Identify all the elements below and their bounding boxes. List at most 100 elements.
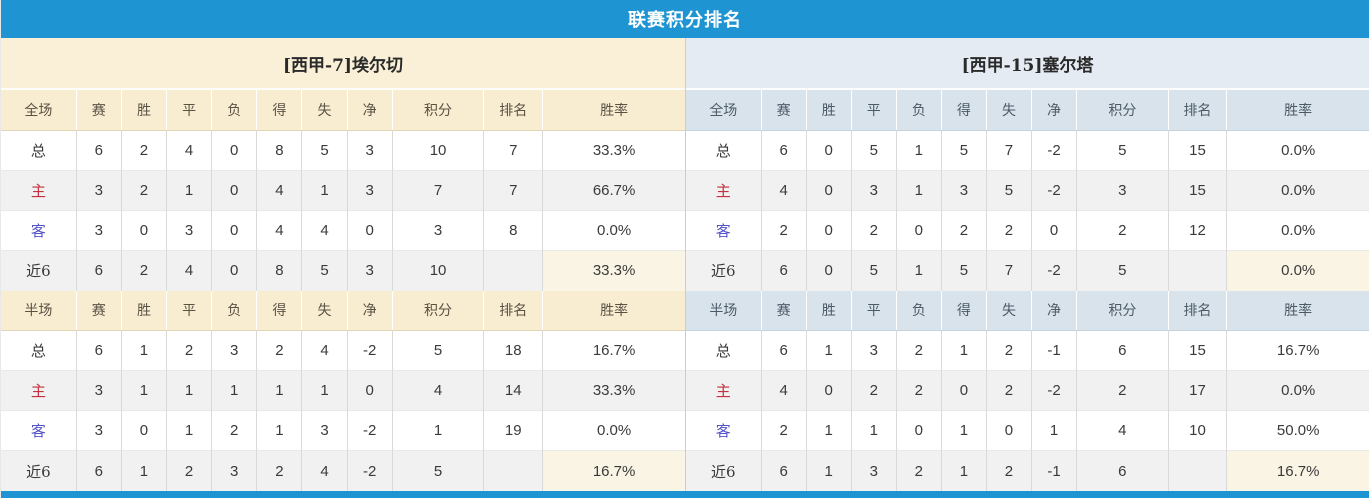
stat-cell: 5 bbox=[301, 129, 348, 171]
win-rate-cell: 16.7% bbox=[1226, 330, 1369, 371]
stats-row-recent: 近6 6 2 4 0 8 5 3 10 33.3% bbox=[1, 249, 685, 291]
stat-column-header: 胜率 bbox=[542, 290, 685, 332]
stat-cell: -2 bbox=[1030, 169, 1077, 211]
row-label: 总 bbox=[686, 129, 762, 171]
stats-row-home: 主 3 1 1 1 1 1 0 4 14 33.3% bbox=[1, 370, 685, 411]
stat-cell: 7 bbox=[985, 129, 1032, 171]
stat-cell: 3 bbox=[940, 169, 987, 211]
stat-cell: 6 bbox=[75, 330, 122, 371]
stat-cell: 4 bbox=[256, 169, 302, 211]
stat-column-header: 积分 bbox=[1076, 90, 1169, 131]
stat-column-header: 净 bbox=[346, 290, 393, 332]
stats-row-total: 总 6 1 3 2 1 2 -1 6 15 16.7% bbox=[686, 330, 1369, 371]
points-cell: 1 bbox=[391, 410, 484, 451]
stat-cell: 4 bbox=[760, 370, 807, 411]
win-rate-cell: 0.0% bbox=[1226, 129, 1369, 171]
rank-cell bbox=[483, 249, 543, 291]
stat-cell: 2 bbox=[850, 370, 897, 411]
stat-cell: 2 bbox=[166, 450, 212, 491]
scope-column-header: 全场 bbox=[1, 90, 77, 131]
row-label: 主 bbox=[1, 370, 77, 411]
row-label: 总 bbox=[686, 330, 762, 371]
scope-column-header: 全场 bbox=[686, 90, 762, 131]
stat-cell: 3 bbox=[75, 209, 122, 251]
stat-cell: 4 bbox=[166, 129, 212, 171]
stat-cell: 0 bbox=[211, 249, 257, 291]
points-cell: 3 bbox=[391, 209, 484, 251]
stats-table-home: 全场赛胜平负得失净积分 排名 胜率总 6 2 4 0 8 5 3 10 7 33.3% 主 3 2 1 0 4 1 3 7… bbox=[1, 90, 685, 491]
stat-cell: 3 bbox=[166, 209, 212, 251]
stat-column-header: 净 bbox=[1030, 90, 1077, 131]
stat-cell: 1 bbox=[940, 330, 987, 371]
section-header-row: 半场赛胜平负得失净积分 排名 胜率 bbox=[1, 290, 685, 332]
stat-cell: 2 bbox=[850, 209, 897, 251]
stat-cell: 2 bbox=[895, 370, 942, 411]
stat-cell: 4 bbox=[760, 169, 807, 211]
stat-cell: -2 bbox=[346, 330, 393, 371]
stats-row-home: 主 3 2 1 0 4 1 3 7 7 66.7% bbox=[1, 169, 685, 211]
row-label: 近6 bbox=[686, 450, 762, 491]
stat-column-header: 净 bbox=[346, 90, 393, 131]
stat-cell: 2 bbox=[895, 330, 942, 371]
row-label: 近6 bbox=[686, 249, 762, 291]
stat-cell: 2 bbox=[940, 209, 987, 251]
stat-column-header: 排名 bbox=[483, 290, 543, 332]
row-label: 总 bbox=[1, 330, 77, 371]
stat-cell: 1 bbox=[120, 370, 167, 411]
stat-cell: 3 bbox=[301, 410, 348, 451]
stat-cell: 0 bbox=[346, 370, 393, 411]
stat-cell: 0 bbox=[346, 209, 393, 251]
stat-column-header: 赛 bbox=[760, 290, 807, 332]
stats-table-away: 全场赛胜平负得失净积分 排名 胜率总 6 0 5 1 5 7 -2 5 15 0.0% 主 4 0 3 1 3 5 -2… bbox=[686, 90, 1369, 491]
stat-cell: 1 bbox=[805, 410, 852, 451]
row-label: 客 bbox=[1, 209, 77, 251]
rank-cell: 17 bbox=[1167, 370, 1227, 411]
team-name-away: [西甲-15]塞尔塔 bbox=[961, 55, 1094, 76]
stats-row-total: 总 6 0 5 1 5 7 -2 5 15 0.0% bbox=[686, 129, 1369, 171]
stat-cell: 6 bbox=[760, 450, 807, 491]
stat-column-header: 胜率 bbox=[1226, 290, 1369, 332]
stat-column-header: 平 bbox=[850, 290, 897, 332]
stat-cell: 1 bbox=[301, 169, 348, 211]
stat-cell: 1 bbox=[940, 410, 987, 451]
stat-cell: 4 bbox=[166, 249, 212, 291]
stat-cell: 1 bbox=[940, 450, 987, 491]
stats-row-away: 客 3 0 1 2 1 3 -2 1 19 0.0% bbox=[1, 410, 685, 451]
rank-cell: 8 bbox=[483, 209, 543, 251]
points-cell: 4 bbox=[391, 370, 484, 411]
stat-column-header: 排名 bbox=[483, 90, 543, 131]
stat-cell: -2 bbox=[346, 410, 393, 451]
stat-cell: 2 bbox=[120, 169, 167, 211]
rank-cell: 19 bbox=[483, 410, 543, 451]
title-bar: 联赛积分排名 bbox=[1, 0, 1369, 38]
stats-row-recent: 近6 6 0 5 1 5 7 -2 5 0.0% bbox=[686, 249, 1369, 291]
page-title: 联赛积分排名 bbox=[628, 10, 742, 30]
win-rate-cell: 66.7% bbox=[542, 169, 685, 211]
stat-column-header: 平 bbox=[166, 90, 212, 131]
bottom-accent-bar bbox=[1, 491, 1369, 498]
rank-cell: 15 bbox=[1167, 129, 1227, 171]
stat-column-header: 负 bbox=[895, 90, 942, 131]
rank-cell bbox=[1167, 249, 1227, 291]
win-rate-cell: 0.0% bbox=[1226, 370, 1369, 411]
row-label: 客 bbox=[686, 209, 762, 251]
stat-cell: 0 bbox=[120, 209, 167, 251]
scope-column-header: 半场 bbox=[1, 290, 77, 332]
points-cell: 5 bbox=[391, 450, 484, 491]
section-header-row: 全场赛胜平负得失净积分 排名 胜率 bbox=[1, 90, 685, 131]
points-cell: 5 bbox=[1076, 129, 1169, 171]
stat-column-header: 赛 bbox=[75, 290, 122, 332]
stat-column-header: 失 bbox=[301, 90, 348, 131]
stat-cell: 3 bbox=[211, 450, 257, 491]
stats-row-away: 客 3 0 3 0 4 4 0 3 8 0.0% bbox=[1, 209, 685, 251]
rank-cell: 10 bbox=[1167, 410, 1227, 451]
stats-row-away: 客 2 0 2 0 2 2 0 2 12 0.0% bbox=[686, 209, 1369, 251]
stat-column-header: 胜 bbox=[120, 290, 167, 332]
stat-cell: 5 bbox=[301, 249, 348, 291]
stat-column-header: 积分 bbox=[1076, 290, 1169, 332]
stat-cell: 5 bbox=[940, 249, 987, 291]
stat-cell: 0 bbox=[940, 370, 987, 411]
stat-column-header: 胜 bbox=[805, 90, 852, 131]
stat-cell: 2 bbox=[166, 330, 212, 371]
win-rate-cell: 50.0% bbox=[1226, 410, 1369, 451]
